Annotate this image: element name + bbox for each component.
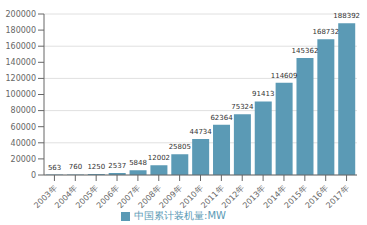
svg-text:0: 0 [31, 171, 36, 180]
svg-text:2017年: 2017年 [324, 184, 350, 210]
html-text:中国累计装机量:MW: 中国累计装机量:MW [134, 210, 226, 221]
svg-text:1250: 1250 [87, 163, 105, 171]
svg-text:2015年: 2015年 [282, 183, 310, 211]
svg-text:168732: 168732 [312, 28, 339, 36]
svg-text:2011年: 2011年 [199, 183, 226, 211]
svg-text:140000: 140000 [8, 58, 36, 67]
svg-text:91413: 91413 [252, 90, 274, 98]
svg-text:25805: 25805 [169, 143, 191, 151]
svg-text:2006年: 2006年 [94, 183, 122, 211]
svg-text:2010年: 2010年 [178, 183, 205, 211]
svg-text:2004年: 2004年 [53, 183, 80, 211]
svg-text:120000: 120000 [8, 74, 36, 83]
svg-text:563: 563 [48, 164, 61, 172]
svg-text:80000: 80000 [11, 106, 36, 115]
svg-text:2009年: 2009年 [157, 183, 184, 211]
svg-text:2013年: 2013年 [240, 183, 268, 211]
svg-text:44734: 44734 [190, 128, 213, 136]
svg-text:2008年: 2008年 [136, 183, 163, 211]
svg-text:2014年: 2014年 [261, 183, 289, 211]
svg-text:2005年: 2005年 [74, 183, 101, 211]
svg-text:188392: 188392 [333, 12, 359, 20]
svg-text:5848: 5848 [129, 159, 147, 167]
svg-text:75324: 75324 [231, 103, 254, 111]
svg-text:114609: 114609 [271, 72, 298, 80]
svg-text:100000: 100000 [8, 90, 36, 99]
svg-text:760: 760 [69, 163, 82, 171]
svg-text:62364: 62364 [210, 114, 233, 122]
svg-text:60000: 60000 [11, 123, 36, 132]
svg-text:2007年: 2007年 [115, 183, 143, 211]
svg-text:160000: 160000 [8, 42, 36, 51]
svg-text:180000: 180000 [8, 26, 36, 35]
svg-text:2012年: 2012年 [220, 183, 247, 211]
svg-text:12002: 12002 [148, 154, 170, 162]
svg-text:2016年: 2016年 [303, 183, 330, 211]
svg-text:200000: 200000 [8, 10, 36, 19]
svg-text:2003年: 2003年 [32, 183, 59, 211]
svg-text:20000: 20000 [11, 155, 36, 164]
svg-text:145362: 145362 [292, 47, 319, 55]
svg-text:40000: 40000 [11, 139, 36, 148]
svg-text:2537: 2537 [108, 162, 126, 170]
